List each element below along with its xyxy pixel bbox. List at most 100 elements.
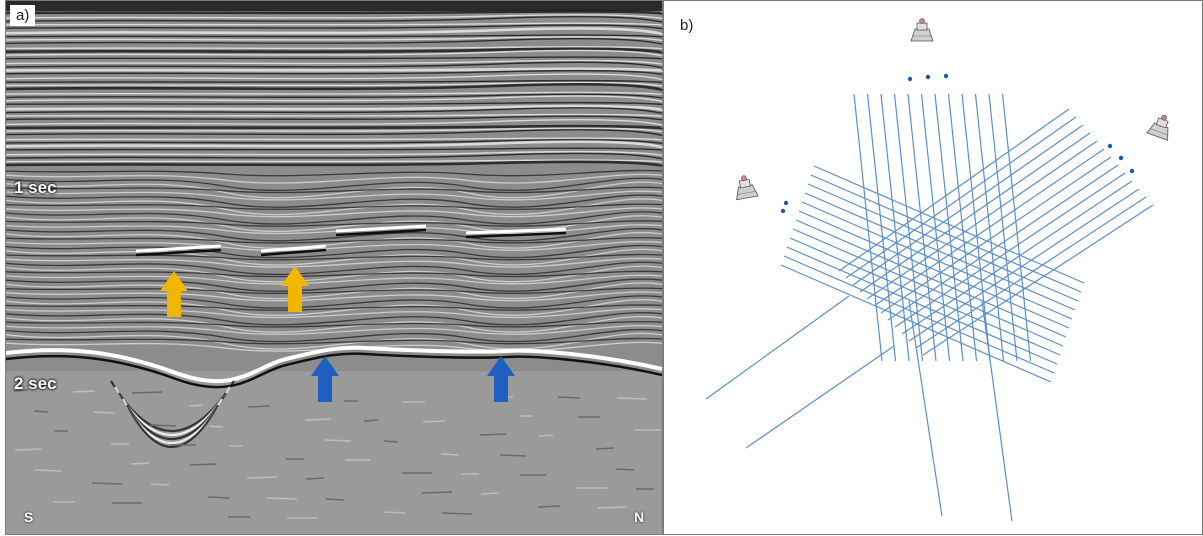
channel-reflector — [126, 404, 219, 448]
seismic-section-panel: a) 1 sec 2 sec S N — [5, 0, 664, 535]
seismic-top-band — [6, 1, 662, 11]
survey-line-ascending — [887, 164, 1119, 321]
texture-stroke — [441, 512, 473, 515]
survey-line-vertical — [880, 93, 910, 362]
reflector-line — [6, 207, 663, 218]
survey-line-descending — [798, 210, 1070, 329]
reflector-line — [6, 215, 663, 232]
reflector-line — [6, 159, 663, 163]
texture-stroke — [479, 433, 507, 436]
texture-stroke — [305, 477, 325, 480]
survey-line-ascending — [852, 124, 1084, 286]
reflector-line — [6, 194, 663, 208]
streamer-dot — [780, 208, 786, 214]
texture-stroke — [304, 418, 332, 421]
reflector-line — [6, 37, 663, 45]
survey-line-ascending — [859, 132, 1091, 293]
reflector-line — [6, 46, 663, 50]
survey-line-descending — [810, 174, 1082, 293]
texture-stroke — [615, 468, 635, 471]
survey-line-vertical — [866, 93, 897, 362]
texture-stroke — [208, 425, 224, 428]
streamer-dot — [907, 76, 913, 82]
reflector-line — [6, 104, 664, 111]
texture-stroke — [246, 476, 278, 479]
reflector-line — [6, 140, 664, 149]
survey-line-descending — [813, 165, 1085, 284]
survey-line-ascending — [901, 180, 1133, 335]
survey-line-descending — [786, 246, 1058, 365]
survey-line-vertical — [1001, 93, 1032, 362]
dark-reflector — [135, 248, 222, 257]
reflector-line — [6, 231, 663, 249]
yellow-arrow — [281, 266, 309, 312]
reflector-line — [6, 47, 664, 54]
reflector-line — [6, 181, 663, 199]
texture-stroke — [499, 454, 527, 457]
texture-stroke — [91, 482, 123, 485]
reflector-line — [6, 129, 663, 136]
texture-stroke — [537, 505, 561, 508]
reflector-line — [6, 177, 663, 192]
survey-line-ascending-tail — [705, 295, 850, 400]
reflector-line — [6, 265, 663, 283]
survey-vessel-icon — [736, 175, 759, 201]
reflector-line — [6, 321, 663, 328]
reflector-line — [6, 282, 663, 300]
reflector-line — [6, 261, 663, 276]
texture-stroke — [557, 396, 581, 399]
texture-stroke — [324, 439, 352, 442]
base-horizon — [6, 345, 663, 384]
reflector-line — [6, 36, 663, 42]
texture-stroke — [72, 390, 96, 393]
reflector-line — [6, 34, 663, 38]
texture-stroke — [480, 492, 500, 495]
reflector-line — [6, 139, 663, 145]
reflector-line — [6, 287, 663, 294]
reflector-line — [6, 211, 663, 225]
streamer-dot — [783, 200, 789, 206]
reflector-line — [6, 253, 663, 261]
survey-line-ascending — [922, 204, 1154, 356]
dark-reflector — [335, 228, 427, 237]
survey-line-descending — [801, 201, 1073, 320]
panel-label-a: a) — [10, 5, 36, 26]
seismic-section-image — [6, 1, 664, 534]
base-horizon-shadow — [6, 352, 663, 389]
texture-stroke — [130, 462, 150, 465]
reflector-line — [6, 93, 663, 99]
reflector-line — [6, 107, 663, 114]
texture-stroke — [325, 498, 345, 501]
survey-line-descending — [780, 264, 1052, 383]
blue-arrow — [311, 356, 339, 402]
direction-label-south: S — [24, 509, 34, 525]
streamer-dot — [925, 74, 931, 80]
time-label-1sec: 1 sec — [14, 178, 57, 197]
texture-stroke — [33, 410, 49, 413]
reflector-line — [6, 160, 664, 167]
streamer-dot — [1107, 143, 1113, 149]
reflector-line — [6, 257, 663, 268]
reflector-line — [6, 81, 663, 87]
texture-stroke — [149, 424, 177, 427]
texture-stroke — [207, 496, 231, 499]
reflector-line — [6, 15, 663, 23]
reflector-line — [6, 150, 663, 156]
survey-line-descending — [783, 255, 1055, 374]
texture-stroke — [188, 404, 204, 407]
reflector-line — [6, 118, 663, 126]
reflector-line — [6, 152, 663, 160]
survey-line-vertical — [961, 93, 991, 362]
survey-geometry-diagram — [705, 18, 1169, 522]
streamer-dot — [943, 73, 949, 79]
bright-reflector — [260, 244, 327, 253]
bright-reflector — [135, 244, 222, 253]
direction-label-north: N — [634, 509, 645, 525]
reflector-line — [6, 14, 663, 20]
reflector-line — [6, 304, 663, 311]
reflector-line — [6, 312, 663, 326]
time-label-2sec: 2 sec — [14, 374, 57, 393]
reflector-line — [6, 332, 663, 350]
reflector-line — [6, 186, 663, 194]
reflector-line — [6, 308, 663, 319]
